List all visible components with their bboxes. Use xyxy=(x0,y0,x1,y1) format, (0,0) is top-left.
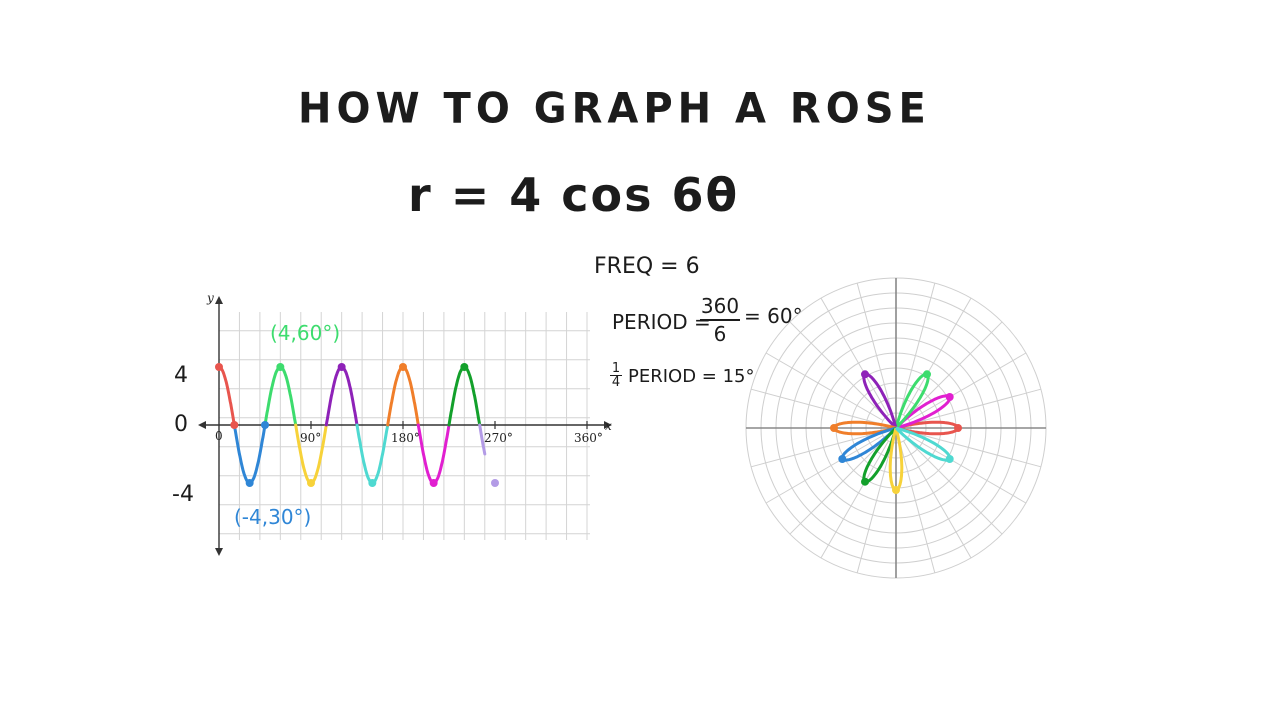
curve-points xyxy=(215,363,499,487)
curve-point xyxy=(460,363,469,371)
min-point-annotation: (-4,30°) xyxy=(234,505,311,529)
period-numerator: 360 xyxy=(700,294,740,321)
x-tick-0: 0 xyxy=(215,429,223,443)
petal-tip-point xyxy=(861,477,869,486)
polar-spoke xyxy=(899,282,936,414)
frequency-note: FREQ = 6 xyxy=(594,254,700,279)
polar-spoke xyxy=(750,431,882,468)
x-tick-labels: 0 90° 180° 270° 360° xyxy=(215,429,603,445)
polar-spoke xyxy=(908,352,1027,421)
petal-tip-point xyxy=(830,424,838,432)
polar-spoke xyxy=(750,388,882,425)
curve-point xyxy=(230,421,239,429)
polar-spoke xyxy=(789,438,886,535)
petal-tip-point xyxy=(945,393,954,401)
quarter-denominator: 4 xyxy=(611,375,621,390)
polar-spoke xyxy=(856,442,893,574)
y-axis-arrow xyxy=(215,296,223,304)
polar-spoke xyxy=(820,297,889,416)
x-tick-90: 90° xyxy=(300,431,321,445)
curve-point xyxy=(215,363,223,371)
y-value-0: 0 xyxy=(174,412,188,437)
polar-spoke xyxy=(856,282,893,414)
period-result: = 60° xyxy=(744,304,803,328)
y-axis-arrow-bottom xyxy=(215,548,223,556)
polar-spoke xyxy=(903,440,972,559)
x-axis-arrow xyxy=(604,421,612,429)
curve-point xyxy=(429,479,438,487)
polar-spoke xyxy=(910,431,1042,468)
petal-tip-point xyxy=(892,486,900,494)
cartesian-axes: x y xyxy=(198,291,612,556)
curve-point xyxy=(245,479,254,487)
x-tick-180: 180° xyxy=(391,431,420,445)
quarter-period-note: PERIOD = 15° xyxy=(628,366,755,387)
polar-spoke xyxy=(765,435,884,504)
petal-tip-point xyxy=(954,424,962,432)
polar-spoke xyxy=(789,321,886,418)
polar-spoke xyxy=(820,440,889,559)
polar-spoke xyxy=(908,435,1027,504)
period-denominator: 6 xyxy=(713,322,727,346)
polar-spoke xyxy=(906,438,1003,535)
y-axis-letter: y xyxy=(206,291,214,305)
curve-point xyxy=(276,363,285,371)
max-point-annotation: (4,60°) xyxy=(270,321,340,345)
petal-tip-point xyxy=(861,370,869,379)
y-value-4: 4 xyxy=(174,363,188,388)
y-value-labels: 4 0 -4 xyxy=(172,363,194,507)
polar-spoke xyxy=(899,442,936,574)
curve-point xyxy=(337,363,346,371)
polar-spoke xyxy=(910,388,1042,425)
polar-spoke xyxy=(903,297,972,416)
x-tick-270: 270° xyxy=(484,431,513,445)
petal-tip-point xyxy=(923,370,931,379)
rose-petals xyxy=(830,370,962,494)
period-fraction: 360 6 xyxy=(700,294,740,346)
rose-equation: r = 4 cos 6θ xyxy=(408,168,740,222)
curve-point xyxy=(491,479,499,487)
x-axis-letter: x xyxy=(605,419,612,433)
quarter-fraction: 1 4 xyxy=(610,362,622,389)
polar-spoke xyxy=(906,321,1003,418)
polar-spoke xyxy=(765,352,884,421)
page-title: HOW TO GRAPH A ROSE xyxy=(298,84,931,134)
x-axis-arrow-left xyxy=(198,421,206,429)
curve-segment xyxy=(478,423,487,456)
petal-tip-point xyxy=(838,455,847,463)
curve-point xyxy=(368,479,377,487)
y-value-neg4: -4 xyxy=(172,482,194,507)
curve-point xyxy=(399,363,407,371)
quarter-numerator: 1 xyxy=(610,361,622,376)
petal-tip-point xyxy=(945,455,954,463)
curve-point xyxy=(307,479,315,487)
curve-point xyxy=(261,421,269,429)
period-label: PERIOD = xyxy=(612,310,711,334)
x-tick-360: 360° xyxy=(574,431,603,445)
